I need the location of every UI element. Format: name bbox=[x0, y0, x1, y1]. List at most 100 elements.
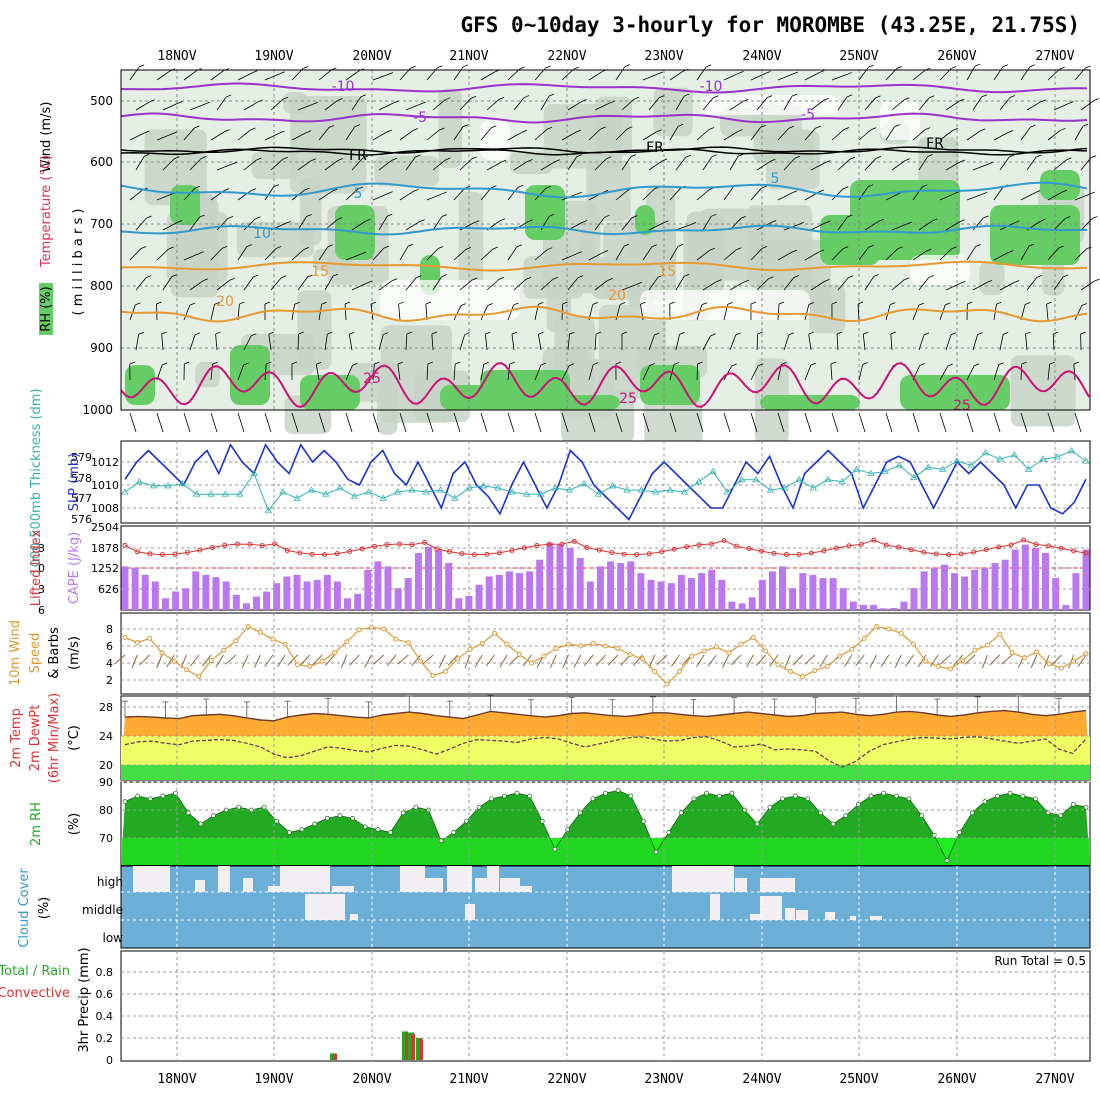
wind-barb-tick bbox=[257, 99, 263, 103]
temperature-axis-label: Temperature (°C) bbox=[39, 155, 54, 268]
wind-barb-tick bbox=[527, 219, 533, 223]
wind-barb-tick bbox=[871, 127, 877, 130]
wind-barb bbox=[426, 412, 434, 433]
temp-tick-label: 24 bbox=[99, 730, 113, 743]
slp-ticks: 579 578 577 576 1012 1010 1008 bbox=[71, 451, 119, 526]
date-label-bottom: 25NOV bbox=[839, 1072, 878, 1087]
wind-tick-label: 2 bbox=[106, 674, 113, 687]
wind-barb-tick bbox=[788, 125, 794, 129]
wind-barb-tick bbox=[906, 221, 912, 225]
lifted-index-point bbox=[347, 549, 353, 555]
wind-barb bbox=[318, 412, 326, 433]
wind-barb-tick bbox=[678, 123, 684, 127]
wind-barb bbox=[561, 253, 577, 261]
wind-barb-tick bbox=[198, 251, 204, 255]
wind-barb bbox=[507, 246, 518, 261]
wind10m-barbs bbox=[114, 654, 1087, 669]
lifted-index-point bbox=[359, 546, 365, 552]
wind-barb-tick bbox=[171, 131, 177, 135]
wind-barb-tick bbox=[407, 243, 414, 247]
wind-barb-tick bbox=[849, 156, 855, 160]
wind-speed-point bbox=[1009, 650, 1015, 656]
cape-bar bbox=[748, 597, 756, 610]
lifted-index-point bbox=[159, 552, 165, 558]
wind-barb-tick bbox=[483, 361, 489, 365]
contour-label: FR bbox=[349, 148, 367, 164]
dewpt-band bbox=[121, 736, 1090, 765]
wind-barb-tick bbox=[709, 247, 715, 251]
wind-barb-tick bbox=[954, 191, 960, 194]
wind-speed-point bbox=[307, 663, 313, 669]
wind-barb bbox=[135, 101, 150, 111]
wind-barb bbox=[1020, 126, 1031, 141]
wind-speed-point bbox=[615, 646, 621, 652]
rh-point bbox=[995, 793, 1000, 799]
cloud-high-block bbox=[475, 878, 487, 892]
rh-grey-region bbox=[374, 155, 440, 187]
rh-point bbox=[577, 810, 583, 816]
wind-barb bbox=[405, 103, 421, 111]
wind-barb bbox=[453, 412, 461, 433]
wind-speed-point bbox=[208, 657, 214, 663]
wind-barb-tick bbox=[149, 99, 155, 103]
cape-bar bbox=[971, 569, 979, 610]
wind-barb bbox=[411, 654, 422, 666]
thickness-point bbox=[781, 484, 789, 491]
wind-barb bbox=[215, 334, 218, 351]
cape-bar bbox=[404, 578, 412, 610]
wind-speed-point bbox=[134, 640, 140, 646]
thickness-point bbox=[996, 455, 1004, 462]
wind-barb-tick bbox=[656, 129, 662, 133]
thickness-tick-label: 576 bbox=[71, 513, 92, 526]
wind-barb bbox=[729, 156, 739, 171]
wind-barb bbox=[540, 161, 555, 171]
cloud-mid-block bbox=[710, 894, 720, 920]
upper-air-frame bbox=[120, 69, 1091, 411]
cape-bar bbox=[880, 608, 888, 610]
wind-barb-tick bbox=[960, 280, 966, 284]
wind-speed-point bbox=[689, 653, 695, 659]
wind-barb-tick bbox=[370, 301, 377, 305]
wind-barb-tick bbox=[843, 246, 849, 249]
cape-bar bbox=[182, 588, 190, 610]
wind-barb-tick bbox=[1002, 64, 1009, 68]
wind-barb bbox=[696, 66, 707, 81]
wind-barb bbox=[426, 364, 429, 381]
wind-speed-point bbox=[935, 663, 941, 669]
wind-barb-tick bbox=[492, 246, 498, 250]
rh-point bbox=[767, 804, 773, 810]
wind-speed-point bbox=[122, 635, 128, 640]
cloud-high-block bbox=[425, 878, 443, 892]
wind-barb-tick bbox=[974, 363, 980, 367]
wind-barb bbox=[432, 216, 443, 231]
wind-speed-point bbox=[1071, 658, 1077, 664]
lifted-index-point bbox=[971, 549, 977, 555]
wind-barb-tick bbox=[437, 246, 444, 249]
temp-contour bbox=[120, 181, 1088, 199]
thickness-point bbox=[393, 488, 402, 495]
wind-barb-tick bbox=[472, 277, 478, 281]
cape-bar bbox=[546, 542, 554, 610]
cloud-mid-block bbox=[825, 912, 835, 920]
wind-barb bbox=[459, 334, 466, 351]
wind-barb bbox=[345, 70, 360, 81]
wind-barb bbox=[156, 70, 171, 81]
wind-barb bbox=[351, 157, 364, 171]
wind-barb bbox=[1074, 305, 1083, 321]
rh-grey-region bbox=[586, 160, 631, 222]
cloud-high-block bbox=[447, 866, 472, 892]
rh-grey-region bbox=[458, 192, 484, 287]
wind-barb bbox=[981, 654, 988, 669]
wind-barb-tick bbox=[825, 160, 831, 163]
wind-barb bbox=[189, 158, 202, 171]
wind-speed-point bbox=[368, 624, 374, 630]
rh-green-region bbox=[900, 375, 1010, 410]
rh-green-region bbox=[760, 395, 860, 410]
thickness-point bbox=[236, 490, 244, 497]
cape-bar bbox=[1031, 547, 1039, 610]
wind-barb bbox=[615, 189, 629, 201]
wind10m-unit: (m/s) bbox=[67, 636, 82, 670]
wind-barb bbox=[378, 160, 392, 171]
wind-barb bbox=[243, 276, 254, 291]
cape-bar bbox=[273, 583, 281, 610]
